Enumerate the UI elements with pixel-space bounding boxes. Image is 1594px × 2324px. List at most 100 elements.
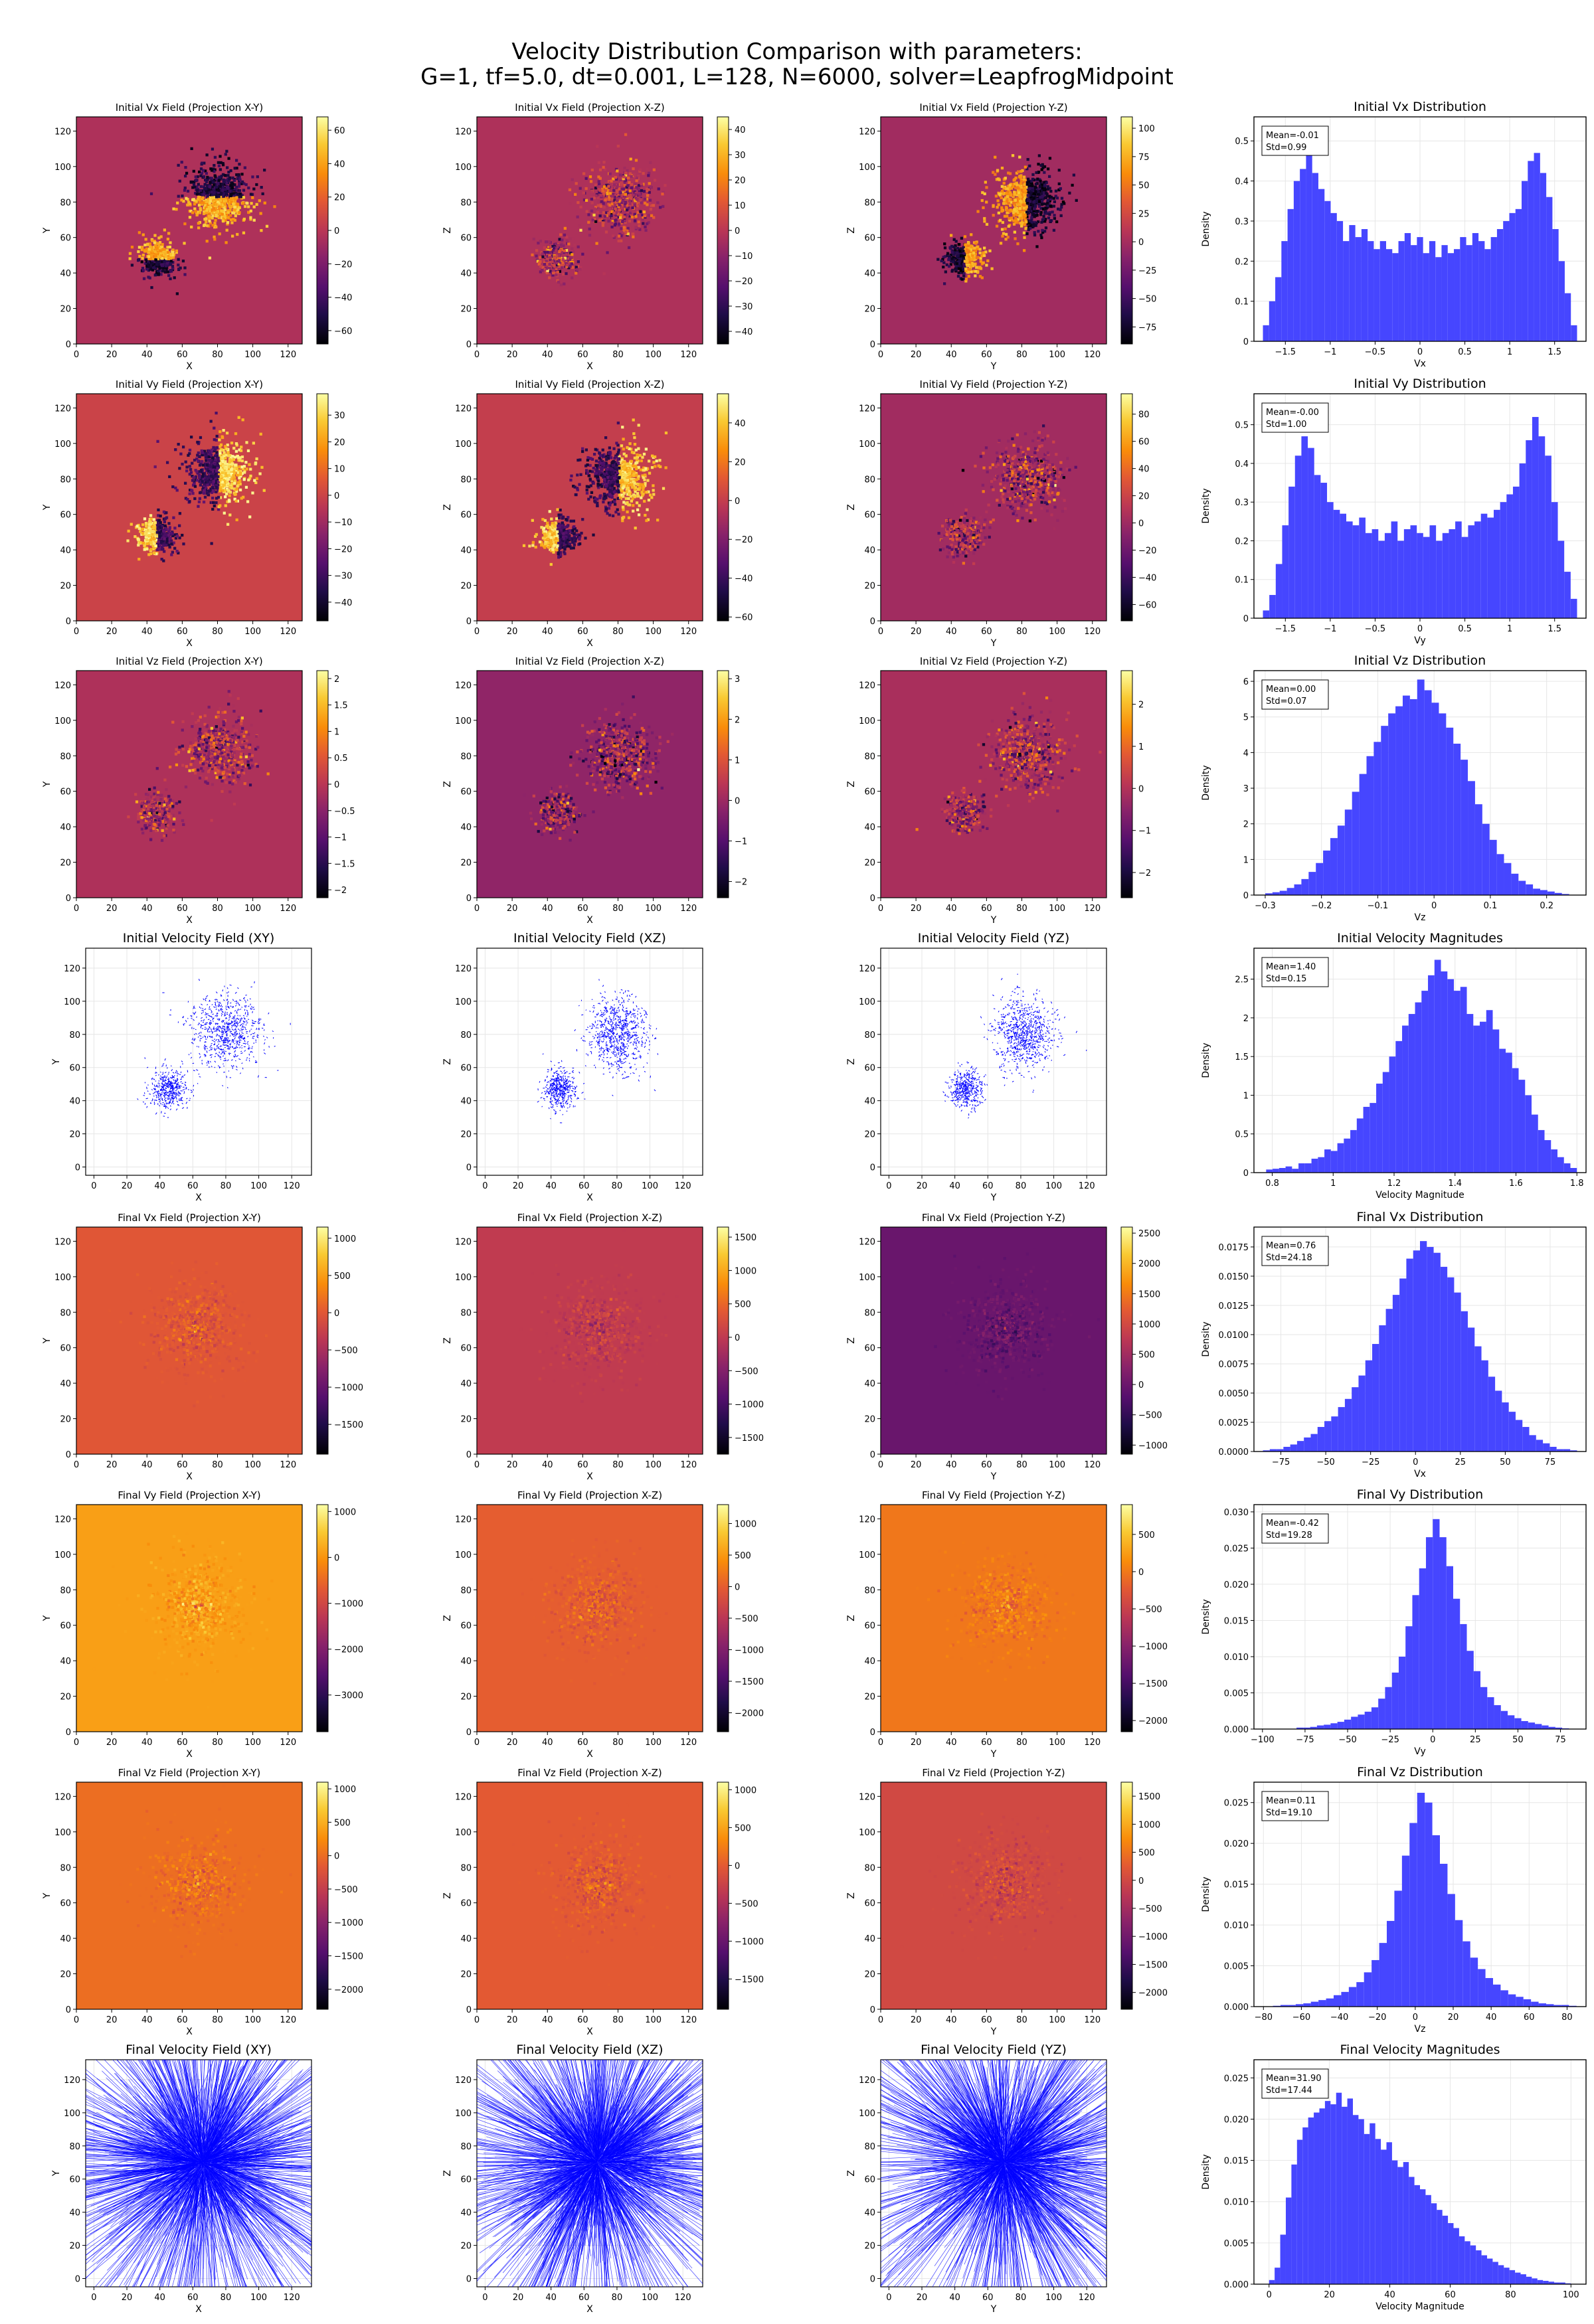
field-cell bbox=[166, 237, 170, 241]
field-cell bbox=[985, 264, 988, 267]
field-cell bbox=[539, 270, 543, 274]
field-cell bbox=[630, 215, 634, 219]
field-cell bbox=[552, 246, 556, 250]
field-cell bbox=[219, 187, 222, 191]
field-cell bbox=[163, 228, 167, 232]
field-cell bbox=[1025, 205, 1028, 208]
field-cell bbox=[559, 283, 563, 287]
field-cell bbox=[585, 210, 588, 213]
field-cell bbox=[1045, 207, 1048, 210]
field-cell bbox=[620, 195, 624, 199]
field-cell bbox=[1041, 228, 1044, 232]
field-cell bbox=[1036, 177, 1039, 181]
field-cell bbox=[642, 216, 645, 219]
field-cell bbox=[1048, 211, 1051, 214]
velocity-field-panel: 0 20 40 60 80 100 120020406080100120YZInitial … bbox=[846, 102, 1156, 372]
field-cell bbox=[141, 233, 145, 236]
colorbar-tick-label: 30 bbox=[735, 151, 746, 161]
field-cell bbox=[541, 268, 544, 272]
field-cell bbox=[199, 208, 203, 212]
field-cell bbox=[177, 263, 180, 267]
x-tick-label: 100 bbox=[645, 350, 662, 360]
field-cell bbox=[635, 176, 639, 180]
histogram-bar bbox=[1490, 237, 1497, 341]
field-cell bbox=[642, 222, 645, 225]
field-cell bbox=[149, 192, 153, 195]
field-cell bbox=[152, 260, 156, 264]
colorbar-tick-label: −20 bbox=[334, 260, 352, 270]
field-cell bbox=[181, 194, 184, 198]
field-cell bbox=[984, 250, 988, 254]
field-cell bbox=[184, 481, 187, 485]
field-cell bbox=[955, 262, 959, 266]
field-cell bbox=[211, 147, 215, 151]
field-cell bbox=[156, 260, 159, 264]
field-cell bbox=[202, 212, 206, 215]
field-cell bbox=[610, 188, 614, 191]
field-cell bbox=[236, 174, 240, 177]
histogram-bar bbox=[1379, 241, 1386, 341]
field-cell bbox=[638, 214, 642, 217]
field-cell bbox=[150, 262, 154, 265]
field-cell bbox=[221, 219, 225, 223]
field-cell bbox=[569, 202, 572, 205]
field-cell bbox=[214, 208, 217, 212]
field-cell bbox=[161, 269, 165, 272]
field-cell bbox=[943, 246, 947, 250]
field-cell bbox=[607, 185, 610, 188]
field-cell bbox=[561, 258, 565, 262]
y-tick-label: 0 bbox=[466, 340, 472, 350]
field-cell bbox=[195, 193, 199, 196]
field-cell bbox=[563, 254, 566, 257]
field-cell bbox=[224, 179, 228, 182]
field-cell bbox=[197, 195, 201, 199]
field-cell bbox=[235, 167, 238, 170]
field-cell bbox=[201, 169, 205, 172]
histogram-bar bbox=[1534, 153, 1540, 342]
field-cell bbox=[614, 201, 618, 204]
field-cell bbox=[1055, 197, 1059, 200]
histogram-bar bbox=[1460, 237, 1466, 341]
field-cell bbox=[195, 185, 199, 189]
field-cell bbox=[578, 187, 582, 190]
field-cell bbox=[1004, 227, 1007, 230]
field-cell bbox=[224, 199, 228, 203]
field-cell bbox=[625, 208, 629, 212]
field-cell bbox=[1034, 183, 1037, 186]
field-cell bbox=[188, 202, 192, 206]
colorbar-tick-label: −25 bbox=[1138, 266, 1156, 276]
field-cell bbox=[628, 195, 632, 199]
colorbar-tick-label: −10 bbox=[735, 252, 753, 262]
field-cell bbox=[1013, 230, 1016, 234]
field-cell bbox=[558, 238, 561, 241]
y-tick-label: 100 bbox=[54, 163, 71, 173]
x-tick-label: 20 bbox=[106, 350, 118, 360]
field-cell bbox=[1052, 205, 1055, 208]
field-cell bbox=[998, 193, 1001, 196]
field-cell bbox=[1008, 191, 1012, 195]
field-cell bbox=[1002, 198, 1006, 201]
field-cell bbox=[618, 199, 621, 203]
field-cell bbox=[190, 225, 193, 229]
field-cell bbox=[205, 153, 209, 157]
field-cell bbox=[237, 195, 240, 199]
field-cell bbox=[963, 235, 967, 238]
field-cell bbox=[960, 254, 964, 258]
field-cell bbox=[578, 268, 582, 271]
histogram-bar bbox=[1496, 229, 1504, 341]
field-cell bbox=[996, 205, 999, 209]
field-cell bbox=[146, 242, 149, 246]
field-cell bbox=[1017, 170, 1020, 173]
field-cell bbox=[608, 195, 611, 199]
field-cell bbox=[180, 199, 183, 202]
field-cell bbox=[629, 197, 632, 201]
field-cell bbox=[994, 195, 998, 198]
field-cell bbox=[626, 176, 630, 180]
field-cell bbox=[640, 201, 643, 205]
field-cell bbox=[549, 270, 552, 274]
field-cell bbox=[137, 250, 140, 254]
field-cell bbox=[231, 234, 234, 238]
field-cell bbox=[224, 218, 227, 222]
field-cell bbox=[597, 200, 600, 203]
field-cell bbox=[229, 218, 233, 222]
